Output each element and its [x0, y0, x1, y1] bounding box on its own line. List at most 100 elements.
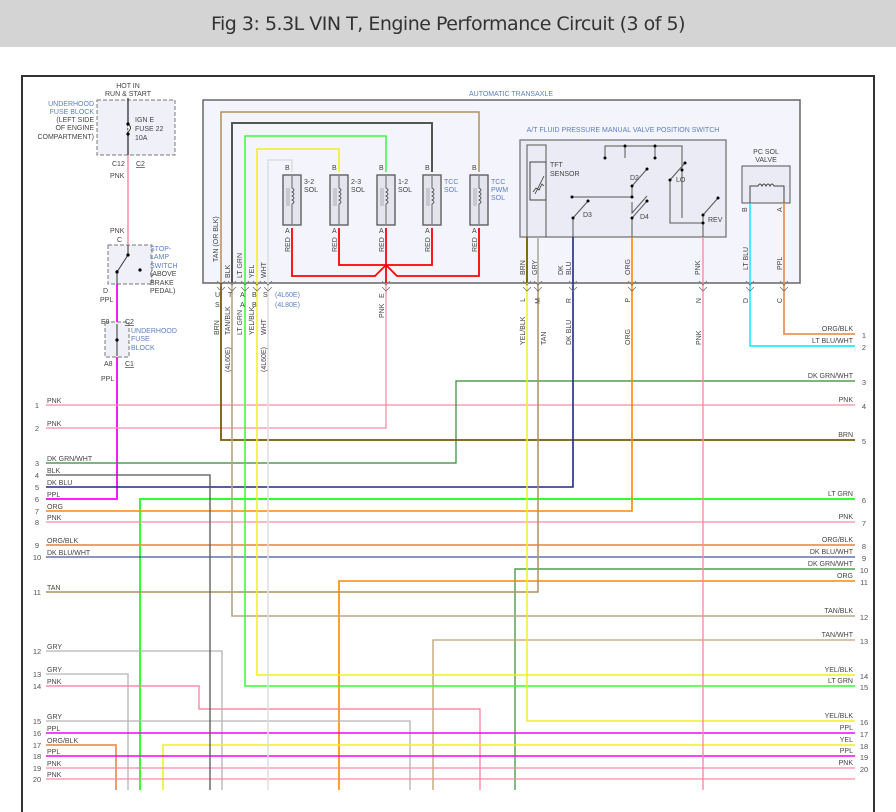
pin-label: S	[263, 292, 268, 299]
contact-dot	[630, 195, 634, 199]
right-row-label: BRN	[838, 432, 853, 439]
wire-yel	[256, 148, 340, 283]
ufb-label: UNDERHOOD	[131, 328, 177, 335]
contact-dot	[570, 195, 574, 199]
wire-label: WHT	[261, 261, 268, 278]
right-row-number: 7	[862, 519, 866, 528]
wire-label: GRY	[532, 260, 539, 275]
left-row-label: TAN	[47, 585, 60, 592]
left-row-label: PPL	[47, 726, 60, 733]
connector-terminal-icon	[216, 280, 226, 292]
left-row-number: 18	[33, 752, 41, 761]
position-label: REV	[708, 217, 723, 224]
right-row-label: TAN/WHT	[822, 632, 854, 639]
pin-label: A	[240, 292, 245, 299]
contact-dot	[630, 216, 634, 220]
right-row-label: PPL	[840, 725, 853, 732]
left-row-label: PPL	[47, 749, 60, 756]
symbols: BA3-2SOLREDBA2-3SOLREDBA1-2SOLREDBATCCSO…	[115, 98, 789, 356]
wire-label: RED	[332, 237, 339, 252]
left-row-label: BLK	[47, 468, 61, 475]
core-icon	[333, 188, 337, 206]
position-label: D3	[583, 212, 592, 219]
position-label: LO	[676, 177, 686, 184]
wire-label: RED	[285, 237, 292, 252]
right-row-number: 20	[860, 765, 868, 774]
right-row-label: LT BLU/WHT	[812, 338, 854, 345]
left-row-label: ORG/BLK	[47, 738, 78, 745]
solenoid-name: SOL	[444, 187, 458, 194]
right-row-label: TAN/BLK	[824, 608, 853, 615]
label-line: STOP-	[150, 246, 172, 253]
contact-dot	[603, 156, 607, 160]
connector-terminal-icon	[533, 280, 543, 292]
pin-label: A	[240, 302, 245, 309]
position-label: D2	[630, 175, 639, 182]
pin-label: E	[379, 293, 386, 298]
wire-tanwht	[432, 639, 855, 790]
left-row-number: 10	[33, 553, 41, 562]
coil-icon	[478, 176, 482, 224]
left-row-number: 7	[35, 507, 39, 516]
right-row-number: 19	[860, 753, 868, 762]
right-row-number: 10	[860, 566, 868, 575]
wire-label: PNK	[110, 228, 125, 235]
solenoid-name: TCC	[491, 179, 505, 186]
coil-icon	[291, 176, 295, 224]
wire-tan	[46, 237, 539, 593]
wire-label: BRN	[520, 260, 527, 275]
left-row-label: DK BLU	[47, 480, 72, 487]
switch-contact	[126, 253, 130, 257]
fuse-block-line: OF ENGINE	[55, 125, 94, 132]
contact-dot	[630, 184, 634, 188]
left-row-number: 5	[35, 483, 39, 492]
contact-dot	[586, 199, 590, 203]
wire-yel	[256, 283, 855, 676]
solenoid-name: 1-2	[398, 179, 408, 186]
switch-contact	[115, 270, 119, 274]
left-row-number: 13	[33, 670, 41, 679]
contact-dot	[716, 196, 720, 200]
connector-terminal-icon	[263, 280, 273, 292]
wire-label: TAN	[541, 332, 548, 345]
right-row-number: 2	[862, 343, 866, 352]
contact-dot	[701, 213, 705, 217]
contact-dot	[653, 144, 657, 148]
pin-label: A	[332, 228, 337, 235]
pin-label: C	[117, 237, 122, 244]
tft-sensor-label: TFT	[550, 162, 564, 169]
tft-sensor-icon	[529, 161, 547, 201]
solenoid-name: SOL	[304, 187, 318, 194]
wire-pnk	[46, 685, 481, 790]
left-row-label: PNK	[47, 772, 62, 779]
right-row-number: 15	[860, 683, 868, 692]
wire-label: PNK	[110, 173, 125, 180]
hot-in-label: HOT IN	[116, 83, 140, 90]
left-row-label: GRY	[47, 667, 62, 674]
right-row-label: PPL	[840, 748, 853, 755]
connector-terminal-icon	[240, 280, 250, 292]
right-row-number: 6	[862, 496, 866, 505]
wire-dkblu	[46, 237, 574, 488]
left-row-label: PNK	[47, 761, 62, 768]
left-row-number: 15	[33, 717, 41, 726]
fuse-block-label: UNDERHOOD FUSE BLOCK (LEFT SIDE OF ENGIN…	[37, 101, 94, 141]
coil-icon	[385, 176, 389, 224]
label-line: (ABOVE	[150, 271, 177, 278]
right-row-label: ORG/BLK	[822, 537, 853, 544]
connector-label: C12	[112, 161, 125, 168]
right-row-number: 17	[860, 730, 868, 739]
coil-icon	[338, 176, 342, 224]
contact-dot	[683, 161, 687, 165]
contact-dot	[623, 144, 627, 148]
variant-note: (4L60E)	[225, 347, 232, 372]
label-line: LAMP	[150, 254, 169, 261]
fuse-label: IGN E	[135, 117, 154, 124]
solenoid-name: TCC	[444, 179, 458, 186]
pin-label: A	[425, 228, 430, 235]
connector-id: C1	[125, 361, 134, 368]
right-connector-pins: L YEL/BLK M TAN R DK BLU P ORG N PNK D C	[520, 298, 784, 345]
wire-label: RED	[425, 237, 432, 252]
wire-label: PNK	[379, 303, 386, 318]
